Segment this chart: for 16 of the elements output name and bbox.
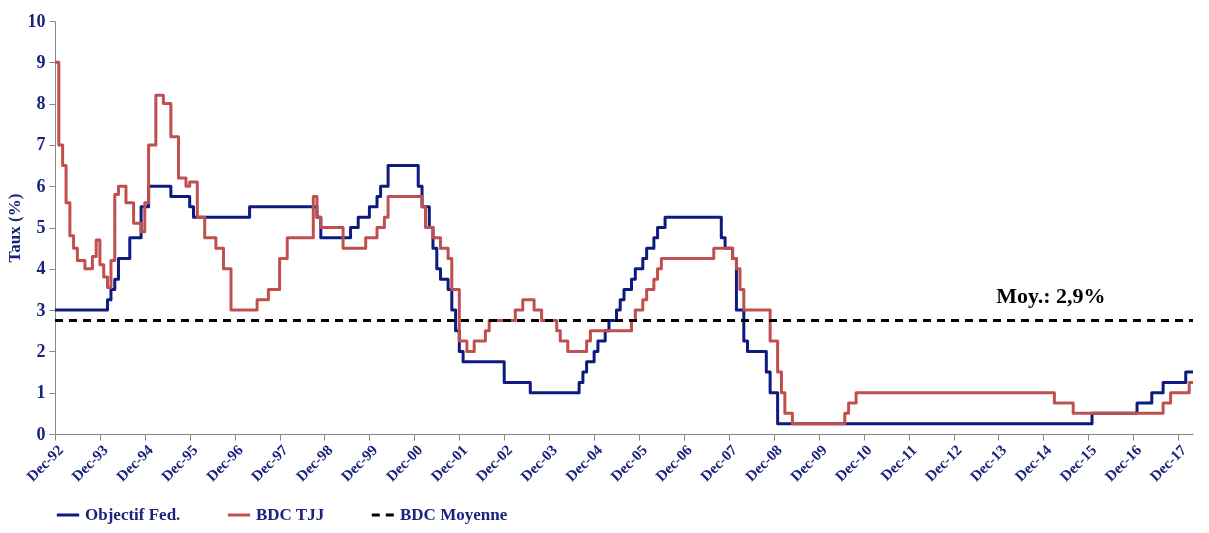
- y-tick-label: 3: [36, 299, 46, 320]
- y-tick-label: 4: [36, 258, 46, 279]
- annotation: Moy.: 2,9%: [996, 283, 1106, 309]
- legend-label: BDC TJJ: [256, 505, 325, 524]
- y-tick-label: 6: [36, 175, 46, 196]
- y-tick-label: 2: [36, 340, 46, 361]
- y-tick-label: 7: [36, 134, 46, 155]
- legend-label: BDC Moyenne: [400, 505, 508, 524]
- y-axis-title: Taux (%): [4, 193, 24, 263]
- y-tick-label: 10: [27, 10, 46, 31]
- y-tick-label: 9: [36, 51, 46, 72]
- y-tick-label: 8: [36, 93, 46, 114]
- y-tick-label: 0: [36, 423, 46, 444]
- y-tick-label: 1: [36, 382, 46, 403]
- y-tick-label: 5: [36, 217, 46, 237]
- legend-label: Objectif Fed.: [85, 505, 181, 524]
